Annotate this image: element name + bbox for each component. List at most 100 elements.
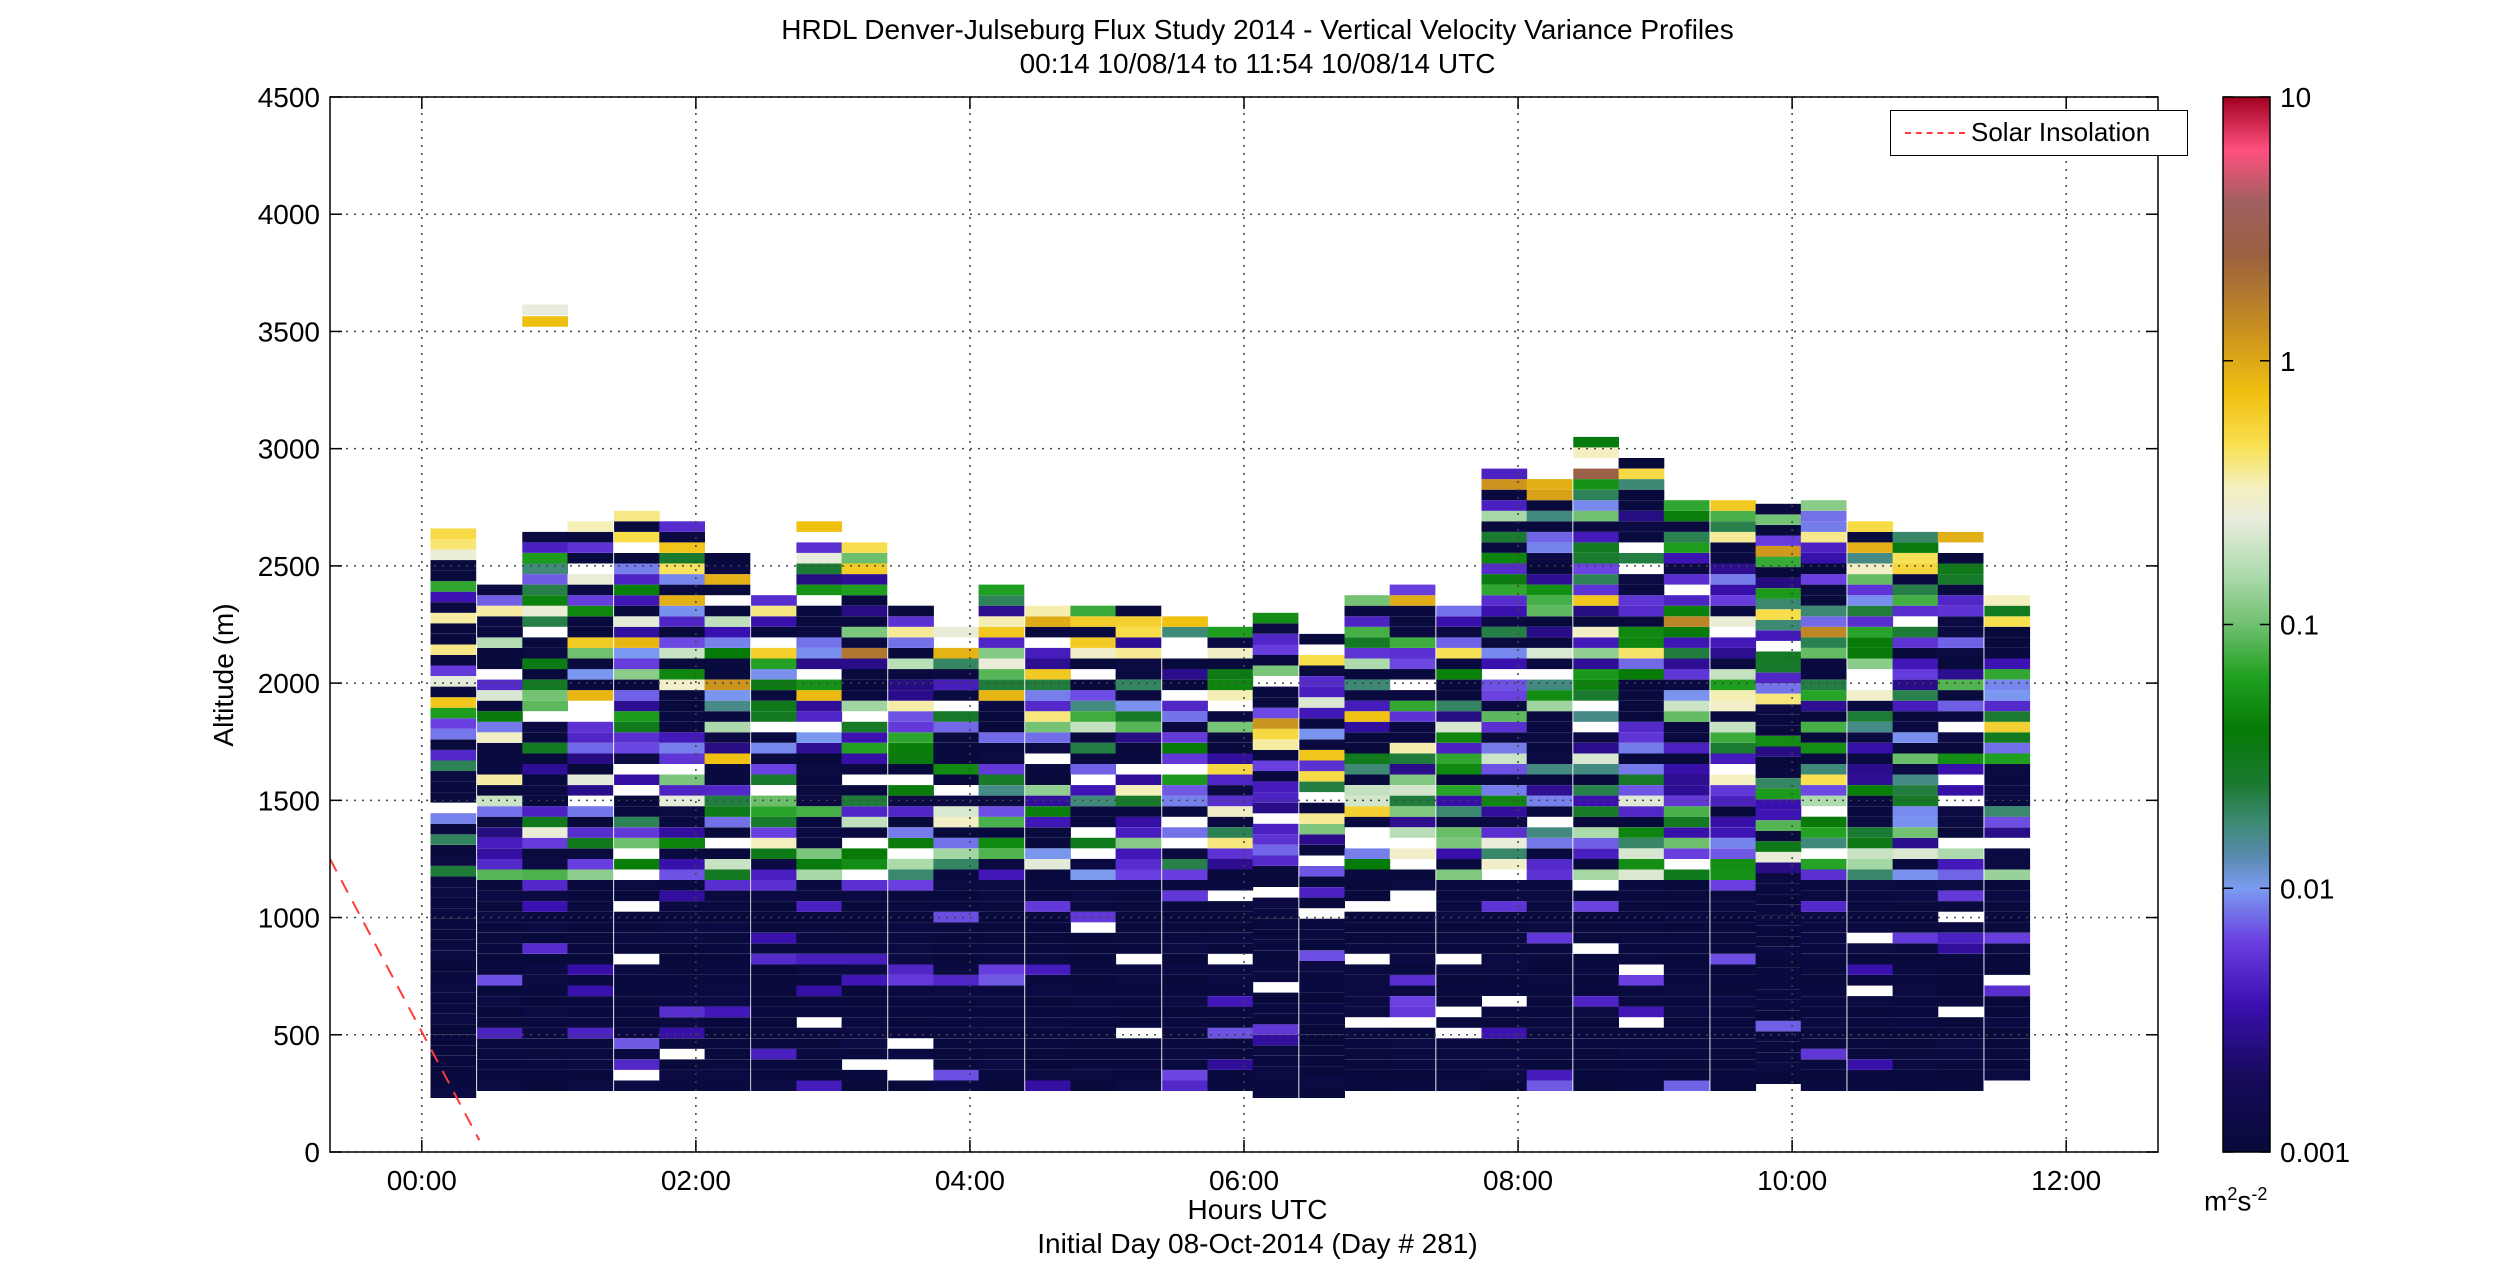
heatmap-cell: [614, 1048, 660, 1060]
heatmap-cell: [614, 774, 660, 785]
heatmap-cell: [1847, 584, 1894, 596]
heatmap-cell: [1389, 922, 1436, 933]
heatmap-cell: [1389, 721, 1436, 733]
heatmap-cell: [1710, 732, 1757, 743]
heatmap-cell: [522, 911, 568, 923]
heatmap-cell: [1299, 1066, 1345, 1077]
heatmap-cell: [796, 1006, 843, 1018]
heatmap-cell: [978, 837, 1025, 849]
heatmap-cell: [1710, 1017, 1757, 1028]
heatmap-cell: [522, 837, 568, 849]
heatmap-cell: [1070, 1006, 1117, 1018]
heatmap-cell: [1663, 563, 1710, 575]
chart-title: HRDL Denver-Julseburg Flux Study 2014 - …: [781, 14, 1734, 45]
heatmap-cell: [1025, 837, 1071, 849]
heatmap-cell: [1115, 700, 1162, 712]
heatmap-cell: [704, 858, 751, 870]
heatmap-cell: [1436, 742, 1482, 754]
heatmap-cell: [1937, 584, 1984, 596]
heatmap-cell: [1847, 953, 1894, 965]
heatmap-cell: [1389, 1027, 1436, 1039]
heatmap-cell: [1937, 690, 1984, 701]
heatmap-cell: [1162, 858, 1208, 870]
heatmap-cell: [796, 753, 843, 764]
heatmap-cell: [522, 721, 568, 733]
heatmap-cell: [1070, 996, 1117, 1007]
heatmap-cell: [1252, 739, 1299, 750]
heatmap-cell: [614, 837, 660, 849]
heatmap-cell: [1663, 616, 1710, 627]
heatmap-cell: [1299, 844, 1345, 856]
heatmap-cell: [1252, 1003, 1299, 1014]
heatmap-cell: [567, 964, 614, 975]
heatmap-cell: [477, 837, 523, 849]
heatmap-cell: [430, 1034, 477, 1046]
heatmap-cell: [1663, 742, 1710, 754]
heatmap-cell: [1618, 637, 1665, 648]
heatmap-cell: [1892, 774, 1939, 785]
heatmap-cell: [796, 890, 843, 902]
heatmap-cell: [567, 1080, 614, 1091]
heatmap-cell: [522, 795, 568, 807]
heatmap-cell: [1299, 739, 1345, 750]
heatmap-cell: [1389, 637, 1436, 648]
heatmap-cell: [1984, 880, 2031, 891]
heatmap-cell: [430, 813, 477, 824]
heatmap-cell: [1162, 996, 1208, 1007]
heatmap-cell: [1573, 1006, 1619, 1018]
heatmap-cell: [1663, 753, 1710, 764]
heatmap-cell: [1800, 679, 1847, 691]
heatmap-cell: [1663, 901, 1710, 912]
heatmap-cell: [1436, 700, 1482, 712]
heatmap-cell: [430, 908, 477, 919]
heatmap-cell: [1710, 985, 1757, 996]
heatmap-cell: [1892, 964, 1939, 975]
heatmap-cell: [1800, 932, 1847, 944]
heatmap-cell: [841, 1027, 888, 1039]
heatmap-cell: [1800, 774, 1847, 785]
heatmap-cell: [704, 637, 751, 648]
heatmap-cell: [1526, 785, 1573, 796]
x-axis-label: Hours UTC: [1187, 1194, 1328, 1225]
heatmap-cell: [1573, 985, 1619, 996]
heatmap-cell: [1389, 1080, 1436, 1091]
heatmap-cell: [567, 932, 614, 944]
heatmap-cell: [978, 711, 1025, 722]
heatmap-cell: [704, 679, 751, 691]
heatmap-cell: [1436, 658, 1482, 670]
heatmap-cell: [1436, 943, 1482, 954]
heatmap-cell: [1299, 813, 1345, 824]
heatmap-cell: [1162, 1006, 1208, 1018]
heatmap-cell: [1481, 732, 1528, 743]
heatmap-cell: [704, 1048, 751, 1060]
heatmap-cell: [1162, 1027, 1208, 1039]
heatmap-cell: [1710, 943, 1757, 954]
heatmap-cell: [1710, 953, 1757, 965]
heatmap-cell: [1526, 953, 1573, 965]
heatmap-cell: [1299, 1003, 1345, 1014]
heatmap-cell: [1436, 964, 1482, 975]
heatmap-cell: [1025, 975, 1071, 986]
heatmap-cell: [522, 880, 568, 891]
heatmap-cell: [1847, 742, 1894, 754]
heatmap-cell: [1755, 1062, 1802, 1074]
heatmap-cell: [522, 985, 568, 996]
heatmap-cell: [1207, 669, 1254, 680]
heatmap-cell: [1207, 690, 1254, 701]
heatmap-cell: [1025, 679, 1071, 691]
heatmap-cell: [1800, 742, 1847, 754]
heatmap-cell: [1618, 816, 1665, 828]
heatmap-cell: [1299, 971, 1345, 983]
y-tick-label: 500: [273, 1020, 320, 1051]
heatmap-cell: [1070, 711, 1117, 722]
heatmap-cell: [659, 1080, 705, 1091]
heatmap-cell: [1710, 700, 1757, 712]
heatmap-cell: [567, 943, 614, 954]
heatmap-cell: [1755, 577, 1802, 589]
heatmap-cell: [704, 1059, 751, 1070]
heatmap-cell: [933, 985, 980, 996]
heatmap-cell: [567, 626, 614, 638]
x-tick-label: 12:00: [2031, 1165, 2101, 1196]
heatmap-cell: [841, 626, 888, 638]
heatmap-cell: [1573, 922, 1619, 933]
